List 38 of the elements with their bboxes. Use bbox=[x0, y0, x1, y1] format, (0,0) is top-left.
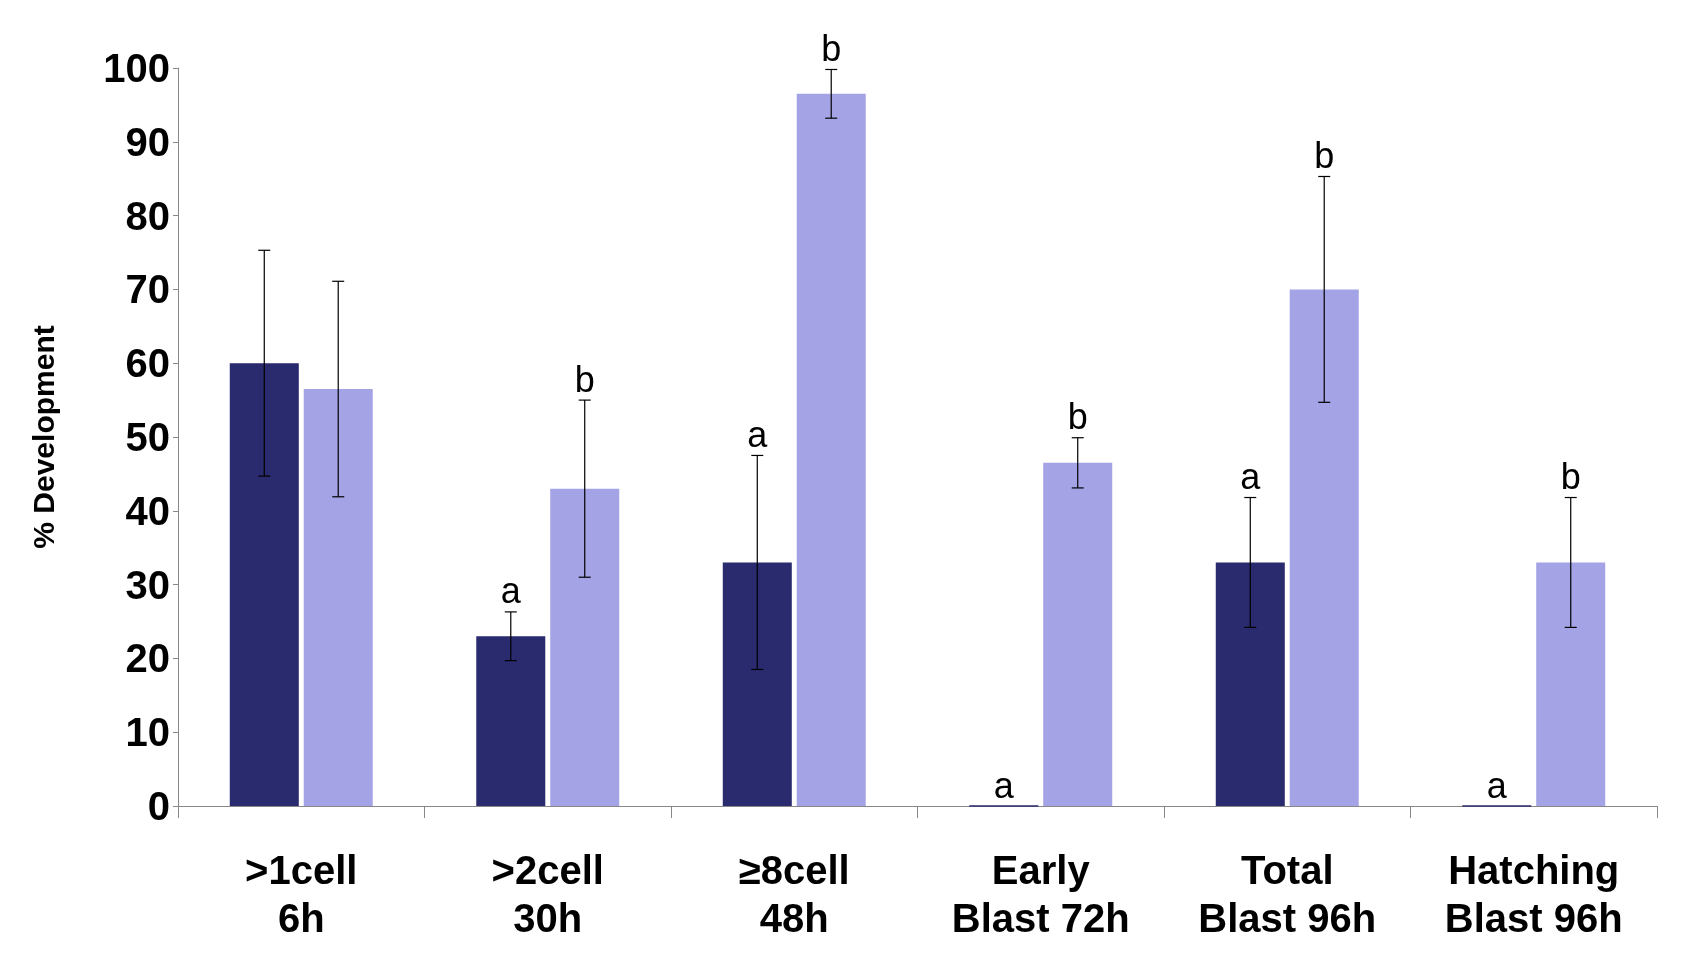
data-label: a bbox=[747, 413, 769, 455]
y-tick-label: 80 bbox=[125, 193, 170, 238]
bar bbox=[303, 389, 373, 806]
y-tick-label: 100 bbox=[103, 46, 170, 90]
bar bbox=[229, 363, 299, 806]
y-tick-label: 10 bbox=[125, 710, 170, 755]
data-label: b bbox=[1067, 396, 1088, 438]
y-tick-label: 70 bbox=[125, 267, 170, 312]
bar bbox=[1215, 562, 1285, 806]
y-axis-title: % Development bbox=[26, 325, 60, 549]
data-label: a bbox=[1486, 764, 1508, 806]
data-label: b bbox=[1314, 134, 1335, 176]
data-label: a bbox=[1240, 456, 1262, 498]
x-tick-label: ≥8cell 48h bbox=[738, 848, 850, 940]
data-label: a bbox=[500, 570, 522, 612]
data-label: b bbox=[574, 358, 595, 400]
y-tick-label: 90 bbox=[125, 119, 170, 164]
y-tick-label: 30 bbox=[125, 562, 170, 607]
bar bbox=[1043, 462, 1113, 806]
y-tick-label: 20 bbox=[125, 636, 170, 681]
x-tick-label: Early Blast 72h bbox=[951, 848, 1130, 940]
data-label: a bbox=[993, 764, 1015, 806]
y-tick-label: 0 bbox=[147, 784, 170, 828]
bar bbox=[796, 93, 866, 806]
x-tick-label: >1cell 6h bbox=[245, 848, 358, 940]
bar bbox=[476, 636, 546, 806]
x-tick-label: Total Blast 96h bbox=[1198, 848, 1377, 940]
bar bbox=[722, 562, 792, 806]
x-tick-label: Hatching Blast 96h bbox=[1444, 848, 1623, 940]
y-tick-label: 40 bbox=[125, 488, 170, 533]
data-label: b bbox=[1560, 456, 1581, 498]
bar bbox=[1289, 289, 1359, 806]
bar bbox=[550, 488, 620, 806]
bar bbox=[1536, 562, 1606, 806]
y-tick-label: 60 bbox=[125, 341, 170, 386]
data-label: b bbox=[821, 27, 842, 69]
x-tick-label: >2cell 30h bbox=[491, 848, 604, 940]
y-tick-label: 50 bbox=[125, 415, 170, 459]
